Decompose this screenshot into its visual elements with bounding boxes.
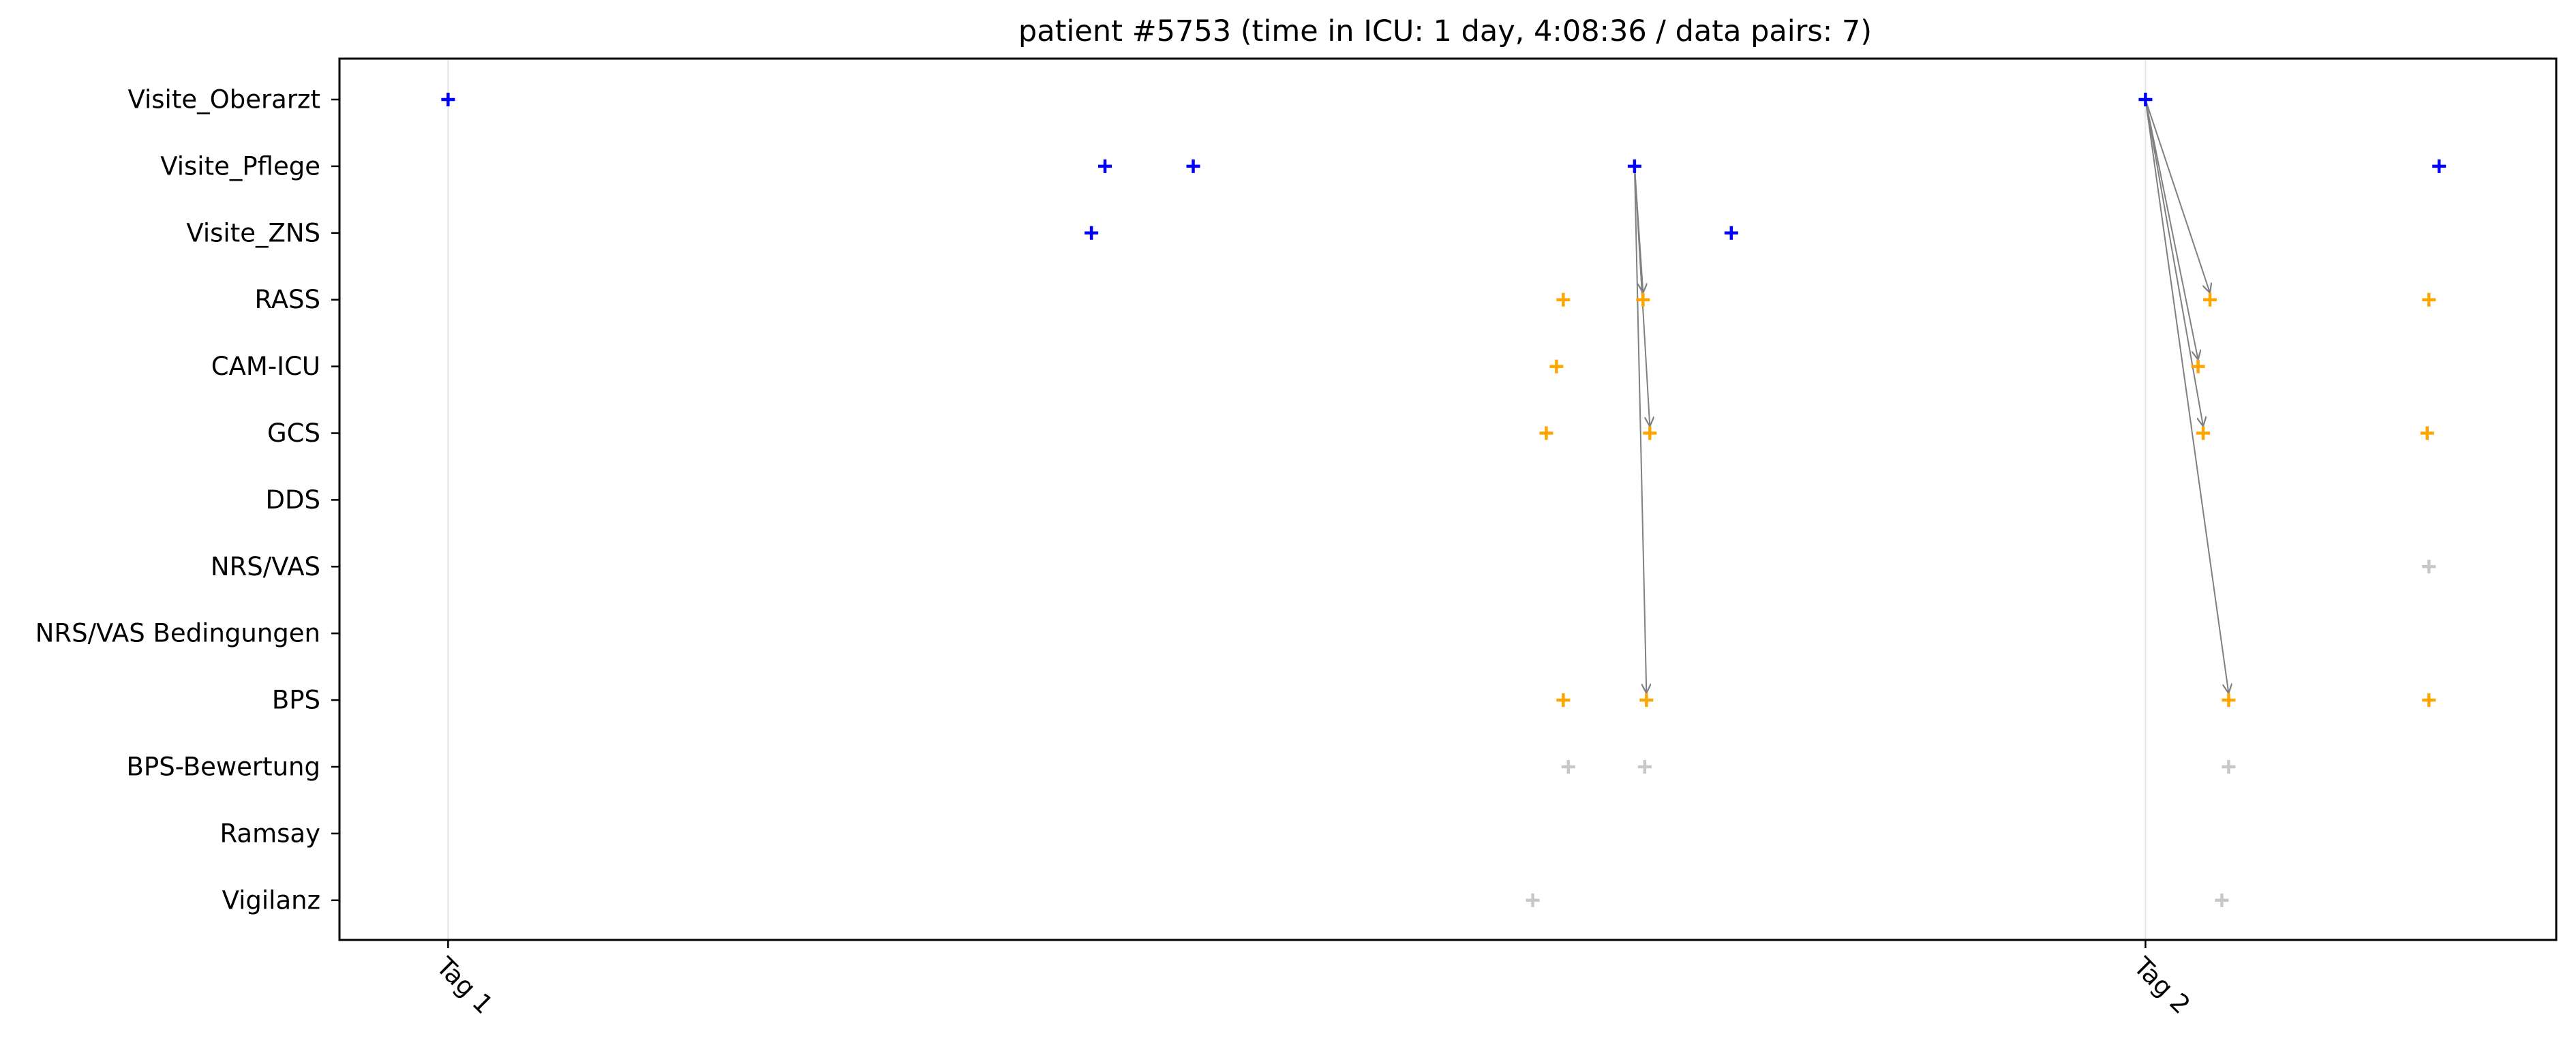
point-bps xyxy=(1556,693,1571,708)
x-axis: Tag 1 Tag 2 xyxy=(430,940,2196,1020)
point-bps-bewertung xyxy=(1637,760,1652,774)
chart-title: patient #5753 (time in ICU: 1 day, 4:08:… xyxy=(1018,14,1872,48)
pair-arrows xyxy=(1633,99,2229,693)
y-tick-label-cam-icu: CAM-ICU xyxy=(211,352,320,381)
point-gcs xyxy=(2196,426,2211,440)
x-tick-label-tag-2: Tag 2 xyxy=(2127,951,2196,1019)
y-tick-label-visite-oberarzt: Visite_Oberarzt xyxy=(127,85,320,115)
point-vigilanz xyxy=(2215,893,2229,907)
point-visite-pflege xyxy=(1627,159,1641,173)
point-visite-zns xyxy=(1724,226,1738,240)
y-tick-label-nrs-vas-bedingungen: NRS/VAS Bedingungen xyxy=(35,619,320,648)
point-visite-zns xyxy=(1085,226,1099,240)
point-bps-bewertung xyxy=(1561,760,1575,774)
data-points xyxy=(441,93,2446,907)
point-bps-bewertung xyxy=(2222,760,2236,774)
y-tick-label-gcs: GCS xyxy=(267,419,320,448)
point-rass xyxy=(2422,292,2436,307)
y-tick-label-rass: RASS xyxy=(255,285,321,314)
y-tick-label-nrs-vas: NRS/VAS xyxy=(211,552,320,581)
point-gcs xyxy=(1643,426,1657,440)
pair-arrow-7 xyxy=(2145,99,2228,693)
y-tick-label-bps-bewertung: BPS-Bewertung xyxy=(127,752,321,782)
point-bps xyxy=(2222,693,2236,708)
point-visite-pflege xyxy=(1186,159,1200,173)
point-cam-icu xyxy=(1549,359,1564,374)
y-tick-label-dds: DDS xyxy=(266,485,320,515)
y-tick-label-visite-pflege: Visite_Pflege xyxy=(160,151,320,181)
point-bps xyxy=(1639,693,1654,708)
point-cam-icu xyxy=(2191,359,2205,374)
y-tick-label-visite-zns: Visite_ZNS xyxy=(186,218,320,247)
y-tick-label-ramsay: Ramsay xyxy=(220,819,320,848)
y-axis: Visite_Oberarzt Visite_Pflege Visite_ZNS RA… xyxy=(35,85,339,915)
point-rass xyxy=(1636,292,1650,307)
pair-arrow-3 xyxy=(1633,166,1646,693)
pair-arrow-4 xyxy=(2145,99,2210,293)
point-rass xyxy=(2203,292,2217,307)
point-vigilanz xyxy=(1526,893,1540,907)
day-lines xyxy=(447,59,2147,940)
point-visite-oberarzt xyxy=(2138,93,2153,106)
y-tick-label-bps: BPS xyxy=(272,686,320,715)
point-gcs xyxy=(1539,426,1554,440)
point-nrs-vas xyxy=(2422,560,2436,574)
y-tick-label-vigilanz: Vigilanz xyxy=(222,885,320,915)
point-visite-oberarzt xyxy=(441,93,455,106)
point-rass xyxy=(1556,292,1571,307)
point-gcs xyxy=(2420,426,2434,440)
x-tick-label-tag-1: Tag 1 xyxy=(430,951,498,1019)
point-bps xyxy=(2422,693,2436,708)
point-visite-pflege xyxy=(1098,159,1112,173)
pair-arrow-6 xyxy=(2145,99,2203,427)
pair-arrow-5 xyxy=(2145,99,2198,360)
plot-frame xyxy=(338,57,2558,941)
point-visite-pflege xyxy=(2432,159,2446,173)
